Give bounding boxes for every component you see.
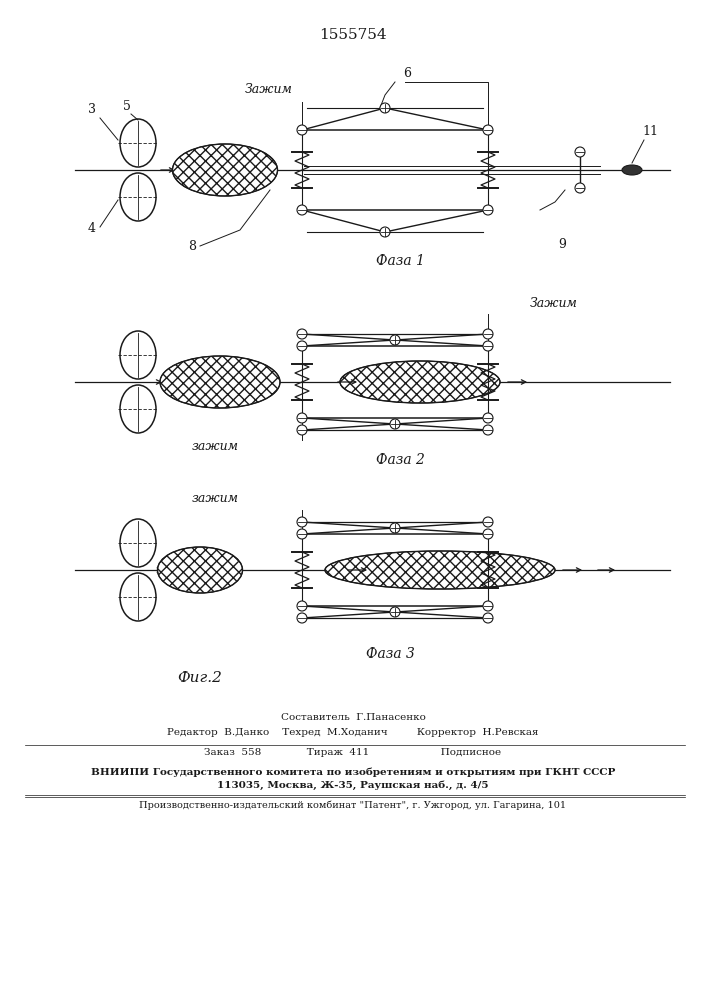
Circle shape: [390, 607, 400, 617]
Circle shape: [297, 517, 307, 527]
Text: 8: 8: [188, 240, 196, 253]
Text: Составитель  Г.Панасенко: Составитель Г.Панасенко: [281, 713, 426, 722]
Circle shape: [483, 529, 493, 539]
Ellipse shape: [173, 144, 278, 196]
Circle shape: [483, 205, 493, 215]
Text: Редактор  В.Данко    Техред  М.Ходанич         Корректор  Н.Ревская: Редактор В.Данко Техред М.Ходанич Коррек…: [168, 728, 539, 737]
Circle shape: [380, 103, 390, 113]
Text: Фиг.2: Фиг.2: [177, 671, 223, 685]
Text: Производственно-издательский комбинат "Патент", г. Ужгород, ул. Гагарина, 101: Производственно-издательский комбинат "П…: [139, 800, 566, 810]
Text: 5: 5: [123, 100, 131, 113]
Circle shape: [483, 517, 493, 527]
Circle shape: [297, 205, 307, 215]
Circle shape: [297, 329, 307, 339]
Circle shape: [390, 419, 400, 429]
Circle shape: [390, 523, 400, 533]
Text: 9: 9: [558, 238, 566, 251]
Ellipse shape: [325, 551, 555, 589]
Text: зажим: зажим: [192, 440, 238, 453]
Text: 1555754: 1555754: [319, 28, 387, 42]
Text: ВНИИПИ Государственного комитета по изобретениям и открытиям при ГКНТ СССР: ВНИИПИ Государственного комитета по изоб…: [90, 768, 615, 777]
Text: 113035, Москва, Ж-35, Раушская наб., д. 4/5: 113035, Москва, Ж-35, Раушская наб., д. …: [217, 780, 489, 790]
Ellipse shape: [158, 547, 243, 593]
Ellipse shape: [340, 361, 500, 403]
Text: Зажим: Зажим: [245, 83, 293, 96]
Circle shape: [297, 529, 307, 539]
Circle shape: [297, 425, 307, 435]
Text: Фаза 2: Фаза 2: [375, 453, 424, 467]
Text: 11: 11: [642, 125, 658, 138]
Circle shape: [575, 183, 585, 193]
Circle shape: [297, 341, 307, 351]
Circle shape: [483, 425, 493, 435]
Text: 6: 6: [403, 67, 411, 80]
Circle shape: [483, 413, 493, 423]
Circle shape: [483, 601, 493, 611]
Ellipse shape: [622, 165, 642, 175]
Circle shape: [575, 147, 585, 157]
Text: Заказ  558              Тираж  411                      Подписное: Заказ 558 Тираж 411 Подписное: [204, 748, 501, 757]
Circle shape: [483, 341, 493, 351]
Text: Фаза 3: Фаза 3: [366, 647, 414, 661]
Circle shape: [297, 613, 307, 623]
Ellipse shape: [160, 356, 280, 408]
Text: 3: 3: [88, 103, 96, 116]
Circle shape: [297, 601, 307, 611]
Circle shape: [297, 413, 307, 423]
Text: Зажим: Зажим: [530, 297, 578, 310]
Circle shape: [483, 125, 493, 135]
Circle shape: [483, 329, 493, 339]
Circle shape: [483, 613, 493, 623]
Text: Фаза 1: Фаза 1: [375, 254, 424, 268]
Circle shape: [380, 227, 390, 237]
Circle shape: [297, 125, 307, 135]
Text: зажим: зажим: [192, 492, 238, 505]
Circle shape: [390, 335, 400, 345]
Text: 4: 4: [88, 222, 96, 235]
